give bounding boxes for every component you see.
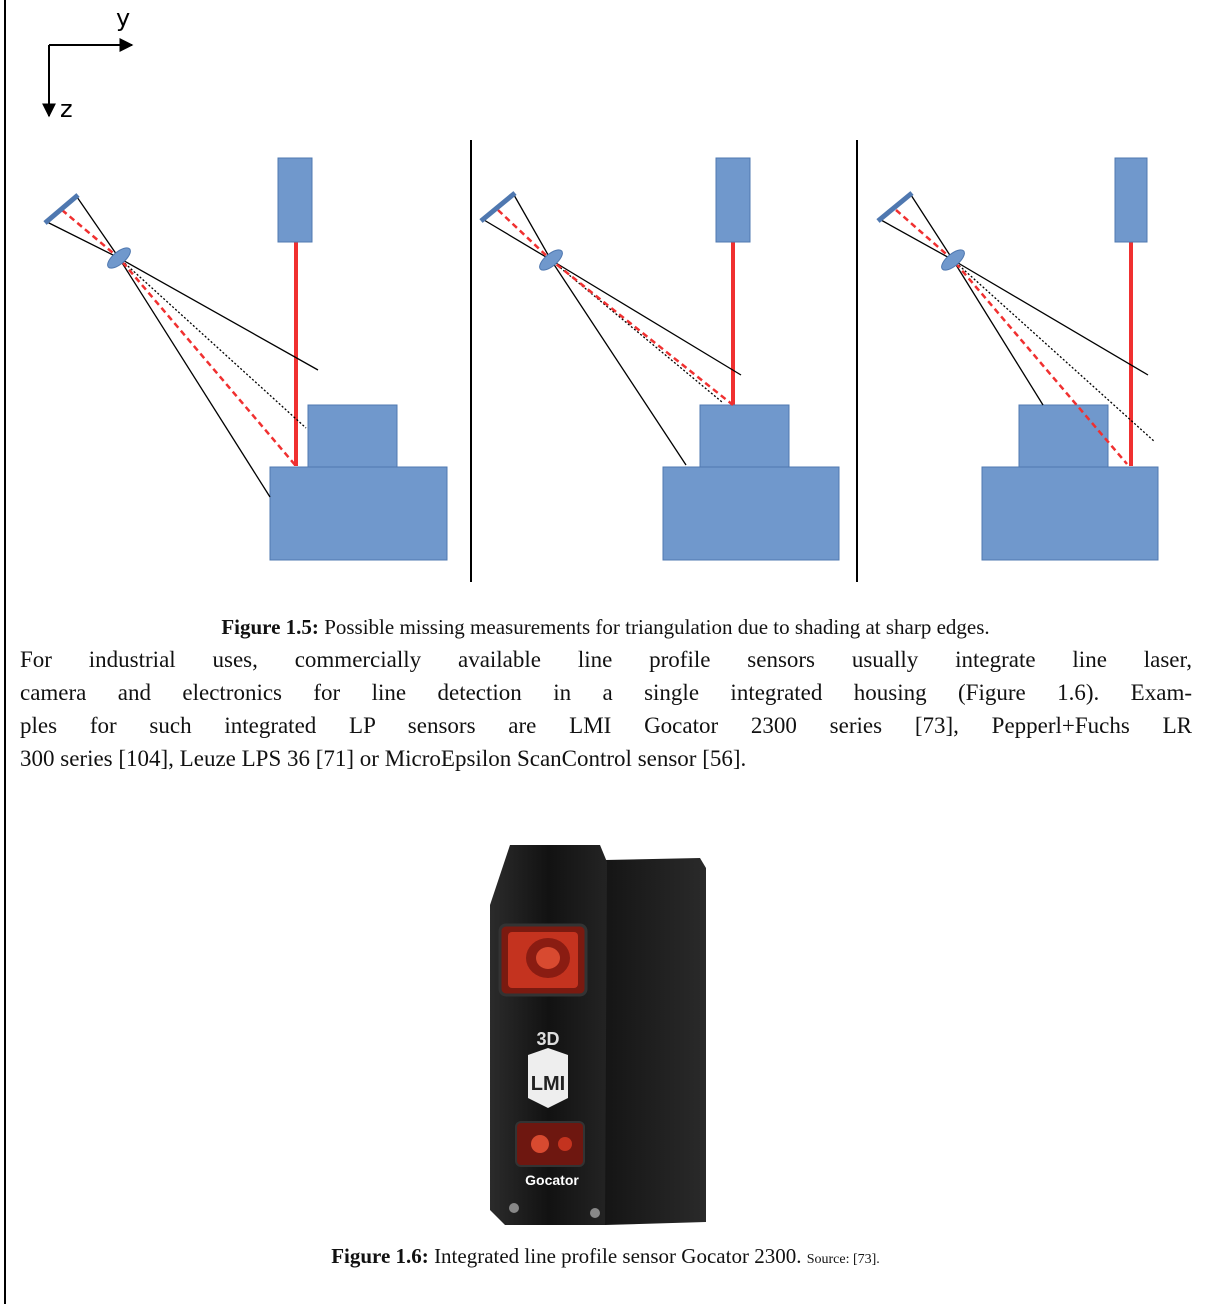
caption-text: Integrated line profile sensor Gocator 2… [434, 1244, 801, 1268]
logo-text: 3D [536, 1029, 559, 1049]
panel [878, 158, 1158, 560]
logo-text: LMI [531, 1073, 565, 1095]
caption-label: Figure 1.6: [331, 1244, 429, 1268]
text-line: 300 series [104], Leuze LPS 36 [71] or M… [20, 742, 1192, 775]
caption-text: Possible missing measurements for triang… [324, 615, 989, 639]
figure-caption: Figure 1.6: Integrated line profile sens… [0, 1244, 1211, 1269]
axis-label: z [60, 95, 73, 123]
axis-label: y [116, 4, 130, 32]
paragraph: For industrial uses, commercially availa… [20, 643, 1192, 775]
panel [481, 158, 839, 560]
text-line: ples for such integrated LP sensors are … [20, 709, 1192, 742]
caption-source: Source: [73]. [807, 1252, 880, 1267]
page: {"figure_1_5": {"axis_y": "y", "axis_z":… [0, 0, 1211, 1304]
caption-label: Figure 1.5: [221, 615, 319, 639]
brand-text: Gocator [525, 1172, 579, 1188]
text-line: camera and electronics for line detectio… [20, 676, 1192, 709]
figure-caption: Figure 1.5: Possible missing measurement… [0, 615, 1211, 640]
panel [45, 158, 447, 560]
text-line: For industrial uses, commercially availa… [20, 643, 1192, 676]
sensor-photo: 3D LMI Gocator [490, 845, 706, 1225]
